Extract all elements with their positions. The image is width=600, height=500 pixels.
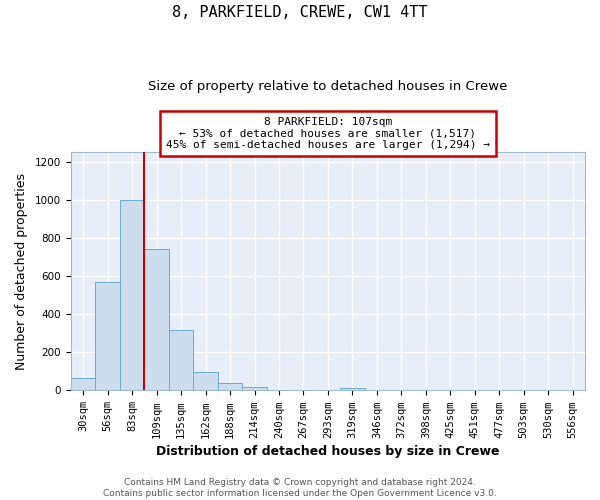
Bar — [95, 282, 120, 391]
Bar — [120, 200, 145, 390]
Bar — [193, 372, 218, 390]
Title: Size of property relative to detached houses in Crewe: Size of property relative to detached ho… — [148, 80, 508, 93]
Bar — [169, 330, 193, 390]
X-axis label: Distribution of detached houses by size in Crewe: Distribution of detached houses by size … — [156, 444, 500, 458]
Bar — [145, 248, 169, 390]
Bar — [242, 387, 267, 390]
Text: 8, PARKFIELD, CREWE, CW1 4TT: 8, PARKFIELD, CREWE, CW1 4TT — [172, 5, 428, 20]
Bar — [218, 383, 242, 390]
Text: Contains HM Land Registry data © Crown copyright and database right 2024.
Contai: Contains HM Land Registry data © Crown c… — [103, 478, 497, 498]
Bar — [340, 388, 365, 390]
Text: 8 PARKFIELD: 107sqm
← 53% of detached houses are smaller (1,517)
45% of semi-det: 8 PARKFIELD: 107sqm ← 53% of detached ho… — [166, 117, 490, 150]
Y-axis label: Number of detached properties: Number of detached properties — [15, 173, 28, 370]
Bar — [71, 378, 95, 390]
